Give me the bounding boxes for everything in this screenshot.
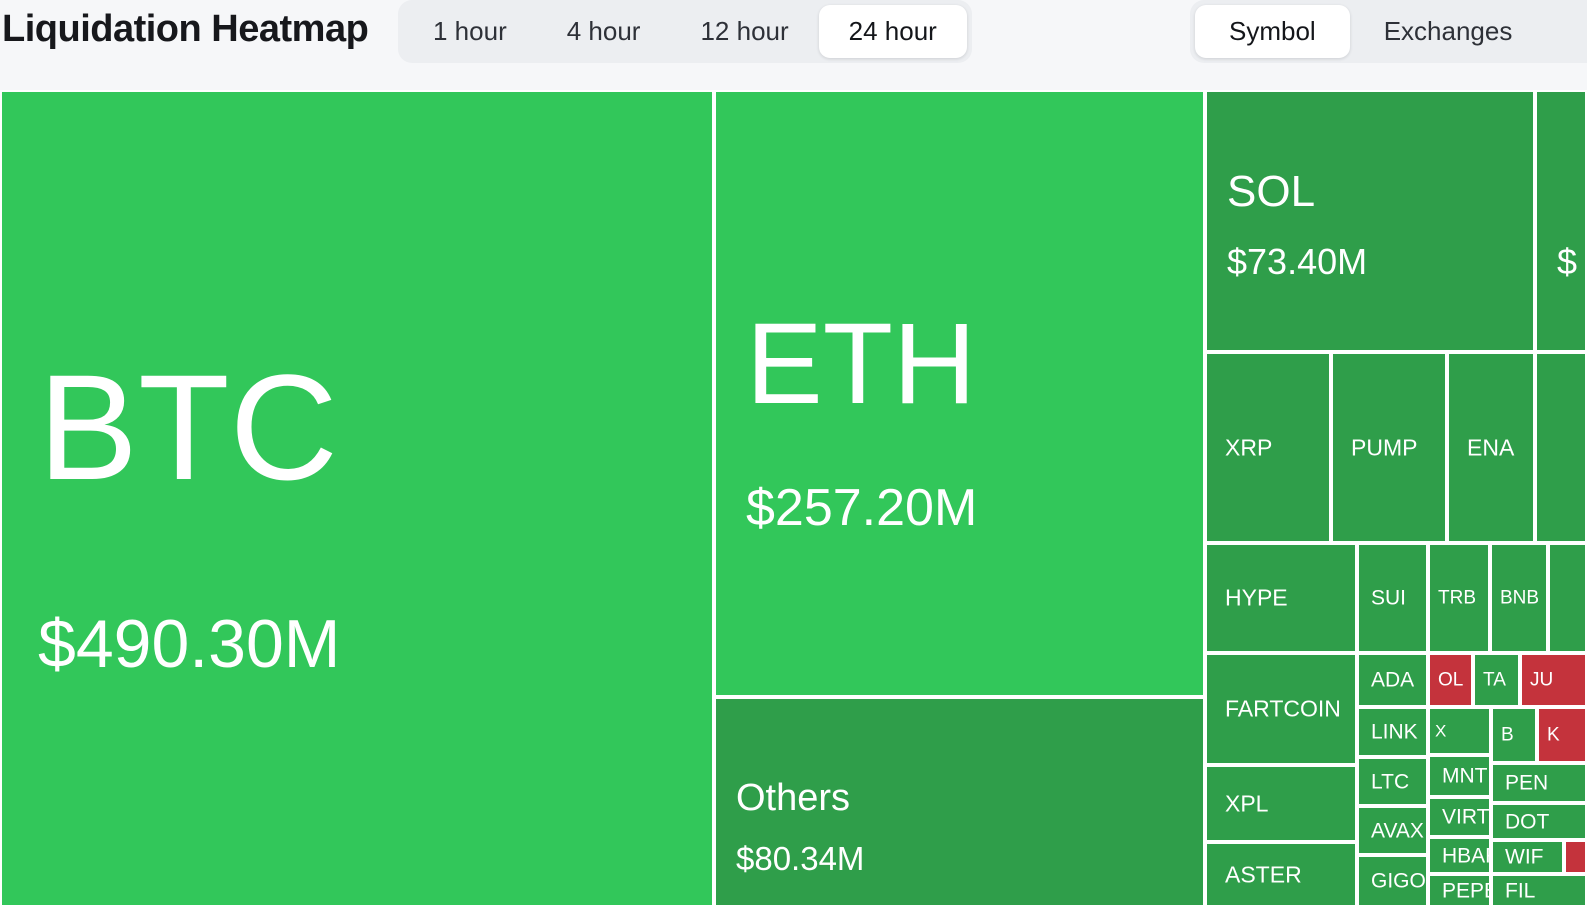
treemap-tile-pepe[interactable]: PEPE: [1428, 874, 1491, 907]
tile-symbol: PEPE: [1442, 879, 1489, 902]
treemap-tile-ol[interactable]: OL: [1428, 653, 1473, 707]
treemap-tile-pump[interactable]: PUMP: [1331, 352, 1447, 543]
treemap-tile-k[interactable]: K: [1537, 707, 1587, 763]
tile-symbol: BTC: [38, 343, 338, 511]
tab-interval-label: 12 hour: [700, 16, 789, 46]
tile-symbol: SOL: [1227, 167, 1316, 216]
tile-symbol: HYPE: [1225, 584, 1288, 611]
tab-interval-4-hour[interactable]: 4 hour: [537, 5, 671, 58]
treemap-tile[interactable]: [1548, 543, 1587, 653]
treemap-tile-btc[interactable]: BTC $490.30M: [0, 90, 714, 907]
tile-symbol: PEN: [1505, 771, 1549, 795]
treemap-tile-eth[interactable]: ETH $257.20M: [714, 90, 1205, 697]
treemap-tile-gigo[interactable]: GIGO: [1357, 855, 1428, 907]
treemap-tile-fartcoin[interactable]: FARTCOIN: [1205, 653, 1357, 765]
page-title: Liquidation Heatmap: [2, 8, 369, 50]
tile-symbol: FIL: [1505, 879, 1536, 902]
tile-symbol: XPL: [1225, 790, 1269, 816]
tile-symbol: DOT: [1505, 810, 1550, 833]
tab-view-exchanges[interactable]: Exchanges: [1350, 5, 1547, 58]
tile-symbol: ENA: [1467, 434, 1515, 460]
tile-symbol: AVAX: [1371, 819, 1424, 842]
treemap-tile-ena[interactable]: ENA: [1447, 352, 1535, 543]
tile-symbol: JU: [1530, 669, 1554, 691]
treemap-tile-xpl[interactable]: XPL: [1205, 765, 1357, 842]
treemap-tile-virt[interactable]: VIRT: [1428, 797, 1491, 837]
treemap-tile[interactable]: [1535, 352, 1587, 543]
treemap-tile-pen[interactable]: PEN: [1491, 763, 1587, 803]
tile-symbol: HBAR: [1442, 844, 1489, 867]
treemap-tile-fil[interactable]: FIL: [1491, 874, 1587, 907]
tile-symbol: B: [1501, 724, 1514, 746]
treemap-chart[interactable]: BTC $490.30M ETH $257.20M Others $80.34M SOL $7…: [0, 90, 1587, 907]
tile-symbol: LINK: [1371, 720, 1418, 744]
treemap-tile-trb[interactable]: TRB: [1428, 543, 1490, 653]
treemap-tile-link[interactable]: LINK: [1357, 707, 1428, 757]
tile-value: $257.20M: [746, 479, 978, 537]
tab-view-symbol[interactable]: Symbol: [1195, 5, 1350, 58]
treemap-tile-sol[interactable]: SOL $73.40M: [1205, 90, 1535, 352]
tab-interval-24-hour[interactable]: 24 hour: [818, 5, 967, 58]
tile-symbol: Others: [736, 777, 851, 819]
treemap-tile-ta[interactable]: TA: [1473, 653, 1520, 707]
treemap-tile[interactable]: [1564, 840, 1587, 874]
treemap-tile-x[interactable]: X: [1428, 707, 1491, 755]
tile-symbol: VIRT: [1442, 805, 1490, 829]
interval-tab-group[interactable]: 1 hour 4 hour 12 hour 24 hour: [398, 0, 972, 63]
treemap-tile-hype[interactable]: HYPE: [1205, 543, 1357, 653]
tile-symbol: GIGO: [1371, 869, 1426, 893]
tile-symbol: WIF: [1505, 845, 1544, 869]
treemap-tile-wif[interactable]: WIF: [1491, 840, 1564, 874]
treemap-tile-xrp[interactable]: XRP: [1205, 352, 1331, 543]
tile-symbol: ASTER: [1225, 861, 1302, 887]
treemap-tile-ada[interactable]: ADA: [1357, 653, 1428, 707]
tab-interval-12-hour[interactable]: 12 hour: [670, 5, 818, 58]
treemap-tile-ltc[interactable]: LTC: [1357, 757, 1428, 806]
tile-value: $80.34M: [736, 840, 865, 877]
tile-symbol: BNB: [1500, 587, 1540, 609]
tab-interval-label: 4 hour: [566, 16, 641, 46]
tab-interval-label: 1 hour: [433, 16, 507, 46]
tile-value: $73.40M: [1227, 241, 1368, 282]
tile-symbol: X: [1435, 721, 1447, 741]
treemap-tile-aster[interactable]: ASTER: [1205, 842, 1357, 907]
treemap-tile-dot[interactable]: DOT: [1491, 803, 1587, 840]
tab-interval-label: 24 hour: [848, 16, 937, 46]
treemap-tile-sui[interactable]: SUI: [1357, 543, 1428, 653]
tile-symbol: ETH: [746, 300, 976, 428]
tile-symbol: K: [1547, 724, 1560, 746]
app-header: Liquidation Heatmap 1 hour 4 hour 12 hour 2…: [0, 0, 1587, 90]
tab-view-label: Exchanges: [1383, 16, 1513, 46]
tab-interval-1-hour[interactable]: 1 hour: [403, 5, 537, 58]
tile-value: $490.30M: [38, 606, 341, 682]
treemap-tile-bnb[interactable]: BNB: [1490, 543, 1548, 653]
tile-symbol: TRB: [1438, 587, 1476, 609]
treemap-tile-ju[interactable]: JU: [1520, 653, 1587, 707]
treemap-tile[interactable]: $: [1535, 90, 1587, 352]
treemap-tile-others[interactable]: Others $80.34M: [714, 697, 1205, 907]
tile-symbol: LTC: [1371, 770, 1410, 793]
tile-symbol: TA: [1483, 669, 1506, 691]
tile-symbol: SUI: [1371, 586, 1407, 610]
view-tab-group[interactable]: Symbol Exchanges: [1190, 0, 1587, 63]
tile-symbol: PUMP: [1351, 434, 1418, 460]
tab-view-label: Symbol: [1229, 16, 1316, 46]
tile-symbol: OL: [1438, 669, 1464, 691]
treemap-tile-hbar[interactable]: HBAR: [1428, 837, 1491, 874]
tile-symbol: FARTCOIN: [1225, 695, 1341, 722]
tile-symbol: ADA: [1371, 668, 1415, 692]
treemap-tile-avax[interactable]: AVAX: [1357, 806, 1428, 855]
tile-symbol: XRP: [1225, 434, 1273, 460]
tile-symbol: MNT: [1442, 764, 1488, 788]
treemap-tile-mnt[interactable]: MNT: [1428, 755, 1491, 797]
treemap-tile-b[interactable]: B: [1491, 707, 1537, 763]
tile-value: $: [1557, 241, 1578, 282]
